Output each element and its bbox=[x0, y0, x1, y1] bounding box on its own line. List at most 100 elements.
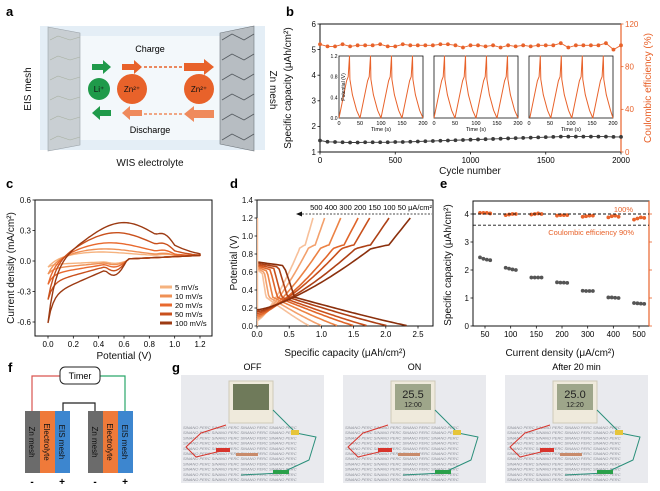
b-data-point bbox=[528, 135, 533, 140]
e-capacity-point bbox=[565, 280, 570, 285]
zn-mesh-label: Zn mesh bbox=[267, 71, 278, 110]
d-y-tick-label: 1.0 bbox=[242, 232, 254, 241]
e-capacity-point bbox=[613, 295, 618, 300]
c-legend-label: 5 mV/s bbox=[175, 283, 199, 292]
e-y-tick-label: 2 bbox=[465, 266, 470, 275]
photo-paper-text: SINANO PERC SINANO PERC SINANO PERC SINA… bbox=[507, 477, 621, 482]
e-capacity-point bbox=[561, 280, 566, 285]
photo-paper-text: SINANO PERC SINANO PERC SINANO PERC SINA… bbox=[507, 467, 621, 472]
photo-paper-text: SINANO PERC SINANO PERC SINANO PERC SINA… bbox=[183, 467, 297, 472]
d-discharge-curve bbox=[258, 264, 367, 327]
b-inset-2 bbox=[433, 55, 519, 119]
cell-layer-eis-mesh bbox=[118, 411, 133, 473]
c-x-tick-label: 0.0 bbox=[42, 340, 54, 349]
b-inset-x-tick-label: 0 bbox=[337, 121, 340, 127]
e-capacity-point bbox=[513, 268, 518, 272]
zn-charge-arrow-long-icon bbox=[184, 59, 214, 75]
eis-mesh-cell bbox=[49, 115, 81, 121]
e-capacity-point bbox=[580, 288, 585, 293]
c-x-tick-label: 0.2 bbox=[68, 340, 80, 349]
b-y-tick-label: 4 bbox=[312, 71, 317, 80]
e-ce-point bbox=[536, 211, 541, 216]
b-data-point bbox=[506, 43, 511, 48]
e-ce-point bbox=[488, 211, 493, 216]
positive-terminal-label: + bbox=[122, 477, 128, 488]
b-inset-xlabel: Time (s) bbox=[466, 127, 486, 133]
e-y-tick-label: 4 bbox=[465, 210, 470, 219]
e-capacity-point bbox=[532, 275, 537, 280]
c-y-tick-label: -0.6 bbox=[17, 318, 31, 327]
b-inset-xlabel: Time (s) bbox=[371, 127, 391, 133]
zn-discharge-arrow-long-icon bbox=[184, 106, 214, 122]
photo-paper-text: SINANO PERC SINANO PERC SINANO PERC SINA… bbox=[507, 430, 621, 435]
eis-mesh-cell bbox=[49, 35, 81, 41]
photo-paper-text: SINANO PERC SINANO PERC SINANO PERC SINA… bbox=[345, 446, 459, 451]
b-data-point bbox=[573, 43, 578, 48]
cell-layer-label: Zn mesh bbox=[27, 426, 36, 457]
b-data-point bbox=[333, 44, 337, 49]
b-data-point bbox=[453, 43, 458, 48]
b-data-point bbox=[385, 140, 390, 145]
photo-paper-text: SINANO PERC SINANO PERC SINANO PERC SINA… bbox=[183, 425, 297, 430]
e-capacity-point bbox=[587, 289, 592, 293]
e-ref-90-label: Coulombic efficiency 90% bbox=[548, 228, 634, 237]
e-capacity-point bbox=[590, 289, 595, 293]
e-x-tick-label: 300 bbox=[581, 330, 595, 339]
b-data-point bbox=[483, 44, 488, 49]
zn-mesh-cell bbox=[221, 93, 255, 101]
e-capacity-point bbox=[529, 275, 534, 280]
b-data-point bbox=[596, 134, 601, 139]
b-data-point bbox=[408, 43, 413, 48]
b-inset-y-tick-label: 0.0 bbox=[331, 116, 338, 122]
zn-charge-arrow-short-icon bbox=[122, 60, 142, 74]
photo-paper-text: SINANO PERC SINANO PERC SINANO PERC SINA… bbox=[345, 430, 459, 435]
b-data-point bbox=[513, 44, 518, 49]
photo-paper-text: SINANO PERC SINANO PERC SINANO PERC SINA… bbox=[183, 472, 297, 477]
b-inset-y-tick-label: 0.8 bbox=[331, 75, 338, 81]
photo-paper-text: SINANO PERC SINANO PERC SINANO PERC SINA… bbox=[183, 441, 297, 446]
b-data-point bbox=[453, 138, 458, 143]
panel-label-c: c bbox=[6, 176, 13, 191]
b-y-tick-label: 5 bbox=[312, 45, 317, 54]
b-data-point bbox=[415, 43, 420, 48]
b-data-point bbox=[498, 136, 503, 141]
b-data-point bbox=[468, 43, 473, 48]
li-ion bbox=[88, 78, 110, 100]
c-x-tick-label: 0.4 bbox=[93, 340, 105, 349]
b-data-point bbox=[558, 41, 563, 46]
c-y-tick-label: 0.0 bbox=[20, 257, 32, 266]
b-y-tick-label: 1 bbox=[312, 148, 317, 157]
e-x-tick-label: 400 bbox=[607, 330, 621, 339]
b-data-point bbox=[340, 42, 345, 47]
b-data-point bbox=[333, 140, 337, 144]
b-data-point bbox=[528, 44, 533, 49]
photo-paper-text: SINANO PERC SINANO PERC SINANO PERC SINA… bbox=[507, 456, 621, 461]
d-charge-curve bbox=[256, 217, 411, 311]
electrolyte-label: WIS electrolyte bbox=[116, 158, 184, 169]
b-data-point bbox=[619, 134, 623, 139]
b-data-point bbox=[400, 42, 405, 47]
c-y-tick-label: 0.3 bbox=[20, 226, 32, 235]
cell-layer-zn-mesh bbox=[25, 411, 40, 473]
e-capacity-point bbox=[609, 295, 614, 300]
zn-mesh-cell bbox=[221, 133, 255, 141]
panel-label-a: a bbox=[6, 4, 14, 19]
chart-b: Specific capacity (μAh/cm²) Coulombic ef… bbox=[283, 20, 654, 177]
b-y2label: Coulombic efficiency (%) bbox=[643, 33, 654, 143]
b-inset-y-tick-label: 1.2 bbox=[331, 54, 338, 60]
e-ce-point bbox=[638, 215, 643, 220]
green-clip bbox=[597, 470, 613, 474]
lcd-temperature: 25.5 bbox=[402, 389, 423, 401]
e-ce-point bbox=[587, 213, 592, 218]
e-capacity-point bbox=[606, 295, 611, 300]
b-data-point bbox=[461, 138, 465, 142]
photo-paper-text: SINANO PERC SINANO PERC SINANO PERC SINA… bbox=[183, 477, 297, 482]
d-y-tick-label: 1.4 bbox=[242, 196, 254, 205]
b-x-tick-label: 500 bbox=[389, 156, 403, 165]
photo-paper-text: SINANO PERC SINANO PERC SINANO PERC SINA… bbox=[345, 435, 459, 440]
b-data-point bbox=[378, 42, 383, 47]
cell-layer-label: EIS mesh bbox=[120, 425, 129, 460]
eis-mesh-plate bbox=[47, 26, 81, 152]
b-inset-x-tick-label: 100 bbox=[471, 121, 480, 127]
